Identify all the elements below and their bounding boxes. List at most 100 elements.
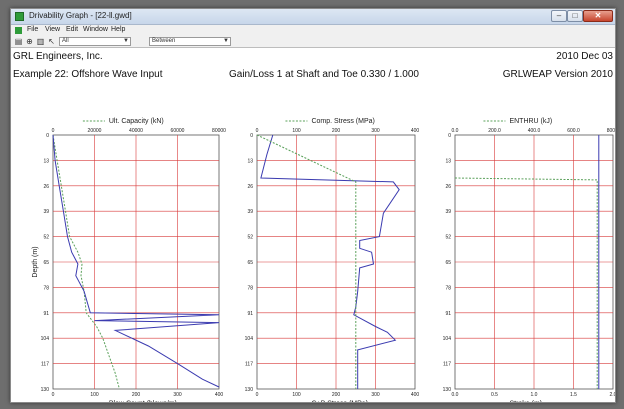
y-tick-label: 78: [445, 285, 451, 291]
bottom-tick-label: 1.0: [531, 392, 538, 398]
y-tick-label: 13: [445, 158, 451, 164]
display-select-value: All: [62, 38, 69, 44]
bottom-legend-label: C+B Stress (MPa): [311, 401, 368, 404]
menu-edit[interactable]: Edit: [66, 26, 79, 33]
title-bar[interactable]: Drivability Graph - [22-ll.gwd] – □ ✕: [11, 9, 615, 25]
y-tick-label: 91: [247, 311, 253, 317]
application-window: Drivability Graph - [22-ll.gwd] – □ ✕ Fi…: [10, 8, 616, 403]
y-tick-label: 104: [245, 336, 254, 342]
maximize-button[interactable]: □: [567, 10, 583, 22]
menu-bar: File View Edit Window Help: [11, 25, 615, 36]
top-tick-label: 0.0: [452, 128, 459, 134]
bottom-tick-label: 100: [292, 392, 301, 398]
bottom-tick-label: 400: [215, 392, 224, 398]
y-tick-label: 130: [41, 387, 50, 393]
y-tick-label: 52: [43, 235, 49, 241]
y-tick-label-zero: 0: [250, 133, 253, 139]
y-tick-label: 13: [247, 158, 253, 164]
y-tick-label: 65: [43, 260, 49, 266]
y-tick-label: 130: [245, 387, 254, 393]
bottom-tick-label: 0.0: [452, 392, 459, 398]
top-tick-label: 200: [332, 128, 341, 134]
top-tick-label: 80000: [212, 128, 226, 134]
app-icon: [15, 12, 24, 21]
graph-area: GRL Engineers, Inc. 2010 Dec 03 Example …: [11, 49, 616, 404]
bottom-tick-label: 300: [173, 392, 182, 398]
menu-window[interactable]: Window: [83, 26, 108, 33]
top-legend-label: ENTHRU (kJ): [509, 118, 552, 125]
y-tick-label: 13: [43, 158, 49, 164]
y-tick-label: 65: [247, 260, 253, 266]
y-tick-label: 39: [445, 209, 451, 215]
series-line: [52, 134, 120, 390]
bottom-tick-label: 0: [52, 392, 55, 398]
y-tick-label: 26: [445, 184, 451, 190]
top-tick-label: 20000: [88, 128, 102, 134]
range-select-value: Between: [152, 38, 176, 44]
bottom-legend-label: Stroke (m): [509, 401, 542, 404]
y-tick-label: 117: [245, 362, 253, 368]
top-tick-label: 100: [292, 128, 301, 134]
y-tick-label: 117: [41, 362, 49, 368]
y-axis-label: Depth (m): [32, 246, 39, 277]
y-tick-label: 91: [445, 311, 451, 317]
y-tick-label: 26: [43, 184, 49, 190]
y-tick-label: 78: [247, 285, 253, 291]
y-tick-label: 104: [41, 336, 50, 342]
y-tick-label: 52: [247, 235, 253, 241]
menu-help[interactable]: Help: [111, 26, 126, 33]
toolbar: ▤ ⊕ ▥ ↖ All ▼ Between ▼: [11, 36, 615, 48]
chevron-down-icon: ▼: [223, 38, 229, 44]
series-line: [256, 134, 357, 389]
zoom-icon[interactable]: ⊕: [26, 37, 33, 46]
top-tick-label: 200.0: [488, 128, 501, 134]
top-legend-label: Comp. Stress (MPa): [311, 118, 374, 125]
top-tick-label: 40000: [129, 128, 143, 134]
version-label: GRLWEAP Version 2010: [502, 69, 613, 80]
display-select[interactable]: All ▼: [59, 37, 131, 46]
y-tick-label-zero: 0: [448, 133, 451, 139]
printer-icon[interactable]: ▤: [14, 37, 23, 46]
bottom-tick-label: 200: [332, 392, 341, 398]
y-tick-label: 52: [445, 235, 451, 241]
chevron-down-icon: ▼: [123, 38, 129, 44]
series-line: [454, 177, 598, 389]
menu-view[interactable]: View: [45, 26, 61, 33]
bottom-legend-label: Blow Count (blows/m): [109, 401, 177, 404]
report-date: 2010 Dec 03: [556, 51, 613, 62]
gain-loss-label: Gain/Loss 1 at Shaft and Toe 0.330 / 1.0…: [229, 69, 419, 80]
bottom-tick-label: 100: [90, 392, 99, 398]
y-tick-label: 78: [43, 285, 49, 291]
top-tick-label: 400.0: [528, 128, 541, 134]
y-tick-label: 39: [43, 209, 49, 215]
y-tick-label: 39: [247, 209, 253, 215]
close-button[interactable]: ✕: [583, 10, 613, 22]
range-select[interactable]: Between ▼: [149, 37, 231, 46]
y-tick-label: 104: [443, 336, 452, 342]
chart-icon[interactable]: ▥: [36, 37, 45, 46]
menu-file[interactable]: File: [27, 26, 39, 33]
bottom-tick-label: 2.0: [610, 392, 616, 398]
series-line: [260, 134, 400, 389]
y-tick-label: 117: [443, 362, 451, 368]
top-tick-label: 0: [256, 128, 259, 134]
bottom-tick-label: 200: [132, 392, 141, 398]
top-tick-label: 400: [411, 128, 420, 134]
bottom-tick-label: 0.5: [491, 392, 498, 398]
window-title: Drivability Graph - [22-ll.gwd]: [29, 11, 132, 20]
bottom-tick-label: 1.5: [570, 392, 577, 398]
pointer-icon[interactable]: ↖: [48, 37, 55, 46]
series-line: [52, 134, 220, 388]
y-tick-label: 65: [445, 260, 451, 266]
bottom-tick-label: 300: [371, 392, 380, 398]
top-tick-label: 800.0: [607, 128, 616, 134]
minimize-button[interactable]: –: [551, 10, 567, 22]
bottom-tick-label: 400: [411, 392, 420, 398]
top-tick-label: 0: [52, 128, 55, 134]
top-tick-label: 300: [371, 128, 380, 134]
company-name: GRL Engineers, Inc.: [13, 51, 103, 62]
top-tick-label: 60000: [171, 128, 185, 134]
document-icon: [15, 27, 22, 34]
y-tick-label-zero: 0: [46, 133, 49, 139]
